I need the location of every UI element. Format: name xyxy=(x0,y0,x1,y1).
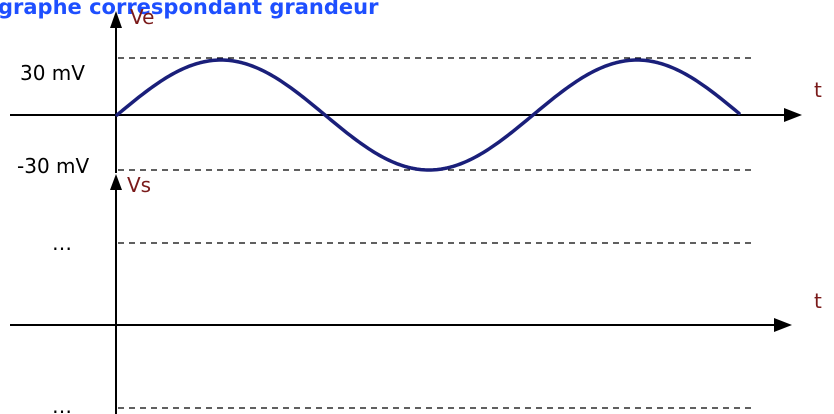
diagram-title: graphe correspondant grandeur xyxy=(0,0,379,19)
ve-axis-arrow xyxy=(110,11,122,28)
vs-max-label: … xyxy=(52,231,72,255)
vs-axis-label: Vs xyxy=(127,173,151,197)
ve-axis-label: Ve xyxy=(130,5,154,29)
vs-time-label: t xyxy=(814,289,822,313)
vs-time-axis-arrow xyxy=(774,318,792,332)
ve-time-label: t xyxy=(814,78,822,102)
vs-axis-arrow xyxy=(110,174,122,190)
output-graph: Vs t … … xyxy=(10,173,822,414)
vs-min-label: … xyxy=(52,394,72,414)
ve-time-axis-arrow xyxy=(784,108,802,122)
input-graph: Ve t 30 mV -30 mV xyxy=(10,5,822,178)
ve-max-label: 30 mV xyxy=(20,61,85,85)
ve-min-label: -30 mV xyxy=(17,154,90,178)
ve-sine-wave xyxy=(115,58,741,172)
